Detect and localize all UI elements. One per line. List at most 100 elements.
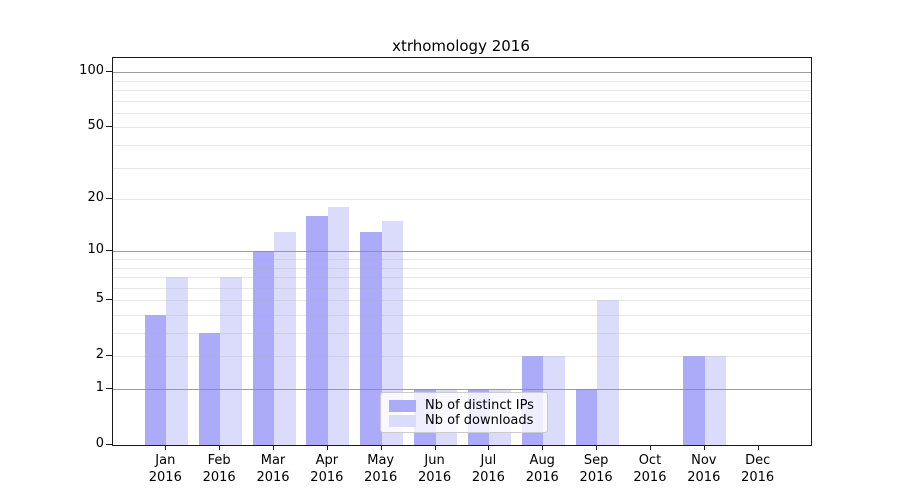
x-tick-mark	[326, 445, 328, 450]
x-tick-mark	[488, 445, 490, 450]
bar-downloads-sep	[597, 300, 619, 445]
x-tick-month: Sep	[583, 453, 609, 468]
bar-distinct-ips-may	[360, 231, 382, 445]
minor-gridline	[113, 300, 811, 302]
x-tick-month: Feb	[207, 453, 231, 468]
legend-label-distinct-ips: Nb of distinct IPs	[425, 398, 534, 413]
x-tick-month: May	[367, 453, 395, 468]
x-tick-label: Mar 2016	[241, 452, 305, 486]
y-tick-label: 5	[95, 291, 104, 307]
bar-downloads-apr	[327, 207, 350, 445]
major-gridline	[113, 72, 811, 74]
y-tick-label: 10	[87, 242, 104, 258]
y-tick-label: 2	[95, 347, 104, 363]
y-tick-mark	[106, 388, 112, 389]
x-tick-mark	[219, 445, 221, 450]
y-tick-mark	[106, 71, 112, 73]
x-tick-month: Oct	[638, 453, 662, 468]
bar-distinct-ips-apr	[306, 216, 328, 445]
x-tick-year: 2016	[471, 470, 505, 485]
x-tick-label: Dec 2016	[726, 452, 790, 486]
x-tick-mark	[165, 445, 167, 450]
x-tick-month: Dec	[745, 453, 771, 468]
legend-swatch-downloads	[389, 414, 416, 427]
y-tick-label: 0	[95, 436, 104, 451]
legend-row-downloads: Nb of downloads	[389, 413, 539, 428]
x-tick-label: Jan 2016	[133, 452, 197, 486]
minor-gridline	[113, 314, 811, 316]
x-tick-label: Jun 2016	[403, 452, 467, 486]
bar-downloads-jan	[166, 277, 188, 445]
minor-gridline	[113, 167, 811, 169]
x-tick-year: 2016	[148, 470, 182, 485]
y-tick-label: 50	[87, 118, 104, 134]
x-tick-year: 2016	[418, 470, 452, 485]
x-tick-year: 2016	[202, 470, 236, 485]
y-tick-mark	[106, 250, 112, 252]
x-tick-month: Nov	[691, 453, 717, 468]
x-tick-month: Apr	[315, 453, 339, 468]
bar-distinct-ips-jan	[144, 314, 167, 445]
x-tick-month: Jun	[424, 453, 445, 468]
x-tick-mark	[649, 445, 651, 450]
x-tick-year: 2016	[579, 470, 613, 485]
major-gridline	[113, 389, 811, 390]
x-tick-year: 2016	[633, 470, 667, 485]
x-tick-mark	[434, 445, 436, 450]
x-tick-year: 2016	[525, 470, 559, 485]
minor-gridline	[113, 112, 811, 114]
x-tick-year: 2016	[364, 470, 398, 485]
y-tick-mark	[106, 299, 112, 301]
legend-label-downloads: Nb of downloads	[425, 413, 534, 428]
bar-downloads-mar	[274, 231, 296, 445]
minor-gridline	[113, 259, 811, 260]
minor-gridline	[113, 199, 811, 201]
legend-swatch-distinct-ips	[389, 399, 416, 412]
y-tick-mark	[106, 444, 112, 445]
minor-gridline	[113, 90, 811, 92]
x-tick-year: 2016	[256, 470, 290, 485]
minor-gridline	[113, 80, 811, 82]
legend-row-distinct-ips: Nb of distinct IPs	[389, 398, 539, 413]
bar-distinct-ips-nov	[683, 356, 705, 445]
x-tick-month: Jul	[480, 453, 497, 468]
x-tick-label: Apr 2016	[295, 452, 359, 486]
x-tick-label: Jul 2016	[456, 452, 520, 486]
x-tick-mark	[273, 445, 274, 450]
chart-title: xtrhomology 2016	[392, 37, 530, 55]
x-tick-label: Nov 2016	[672, 452, 736, 486]
y-tick-mark	[106, 198, 112, 200]
x-tick-label: Feb 2016	[187, 452, 251, 486]
x-tick-month: Aug	[529, 453, 555, 468]
y-tick-label: 100	[79, 63, 104, 79]
bar-distinct-ips-sep	[575, 389, 598, 445]
x-tick-label: Oct 2016	[618, 452, 682, 486]
x-tick-label: Aug 2016	[510, 452, 574, 486]
x-tick-year: 2016	[687, 470, 721, 485]
bar-downloads-aug	[543, 356, 565, 445]
plot-area	[112, 57, 812, 446]
x-tick-label: May 2016	[349, 452, 413, 486]
y-tick-label: 1	[95, 380, 104, 395]
x-tick-mark	[542, 445, 544, 450]
minor-gridline	[113, 145, 811, 147]
x-tick-year: 2016	[741, 470, 775, 485]
minor-gridline	[113, 356, 811, 358]
minor-gridline	[113, 267, 811, 269]
y-tick-mark	[106, 126, 112, 128]
minor-gridline	[113, 100, 811, 102]
x-tick-month: Mar	[260, 453, 286, 468]
y-tick-label: 20	[87, 190, 104, 206]
legend: Nb of distinct IPs Nb of downloads	[380, 392, 548, 433]
x-tick-year: 2016	[310, 470, 344, 485]
bar-downloads-feb	[220, 277, 242, 445]
major-gridline	[113, 251, 811, 253]
minor-gridline	[113, 127, 811, 129]
x-tick-month: Jan	[155, 453, 176, 468]
x-tick-mark	[703, 445, 705, 450]
bar-downloads-may	[381, 221, 404, 445]
y-tick-mark	[106, 355, 112, 357]
minor-gridline	[113, 333, 811, 335]
minor-gridline	[113, 277, 811, 279]
